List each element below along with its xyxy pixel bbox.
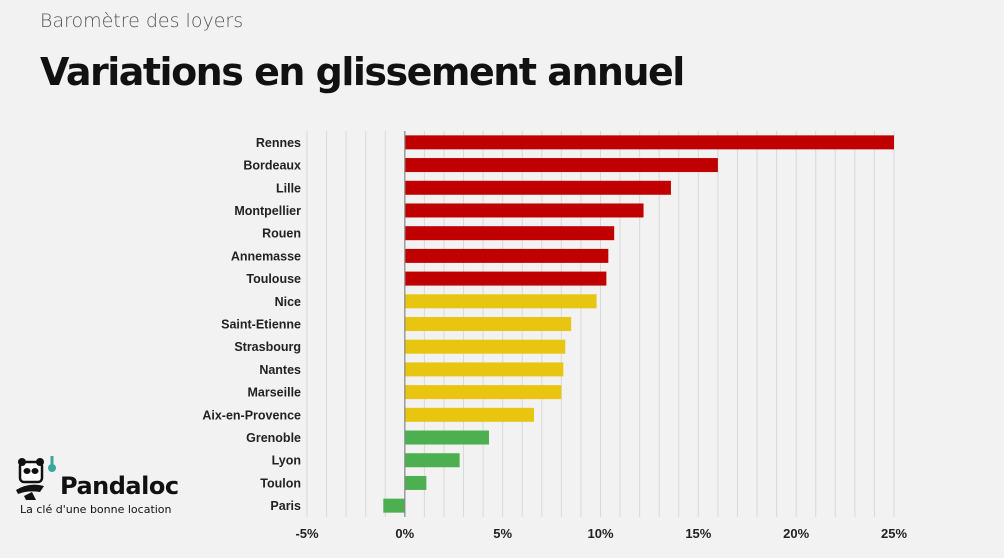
category-label: Lille xyxy=(276,181,301,195)
category-label: Grenoble xyxy=(246,431,301,445)
category-label: Annemasse xyxy=(231,249,301,263)
bar-annemasse xyxy=(404,248,609,263)
bar-strasbourg xyxy=(404,339,566,354)
brand-tagline: La clé d'une bonne location xyxy=(20,503,172,516)
bar-aix-en-provence xyxy=(404,407,534,422)
panda-logo-icon xyxy=(16,456,56,500)
bar-marseille xyxy=(404,385,562,400)
bar-lyon xyxy=(404,453,460,468)
page-title: Variations en glissement annuel xyxy=(40,50,685,94)
category-label: Lyon xyxy=(272,454,301,468)
category-label: Saint-Etienne xyxy=(221,318,301,332)
bar-saint-etienne xyxy=(404,317,572,331)
category-label: Rennes xyxy=(256,136,301,150)
category-label: Bordeaux xyxy=(243,159,301,173)
tick-label: 0% xyxy=(395,526,414,541)
brand-name: Pandaloc xyxy=(60,472,179,500)
category-label: Marseille xyxy=(247,386,301,400)
tick-label: -5% xyxy=(295,526,319,541)
bar-paris xyxy=(383,498,405,513)
tick-label: 20% xyxy=(783,526,809,541)
bar-nantes xyxy=(404,362,564,377)
bar-toulouse xyxy=(404,271,607,286)
category-label: Nantes xyxy=(259,363,301,377)
category-label: Toulouse xyxy=(246,272,301,286)
bar-bordeaux xyxy=(404,158,718,173)
tick-label: 10% xyxy=(587,526,613,541)
bar-grenoble xyxy=(404,430,489,445)
bar-rennes xyxy=(404,135,894,150)
category-label: Rouen xyxy=(262,227,301,241)
bar-rouen xyxy=(404,226,615,241)
subtitle: Baromètre des loyers xyxy=(40,10,244,32)
bar-lille xyxy=(404,180,671,195)
category-label: Aix-en-Provence xyxy=(202,408,301,422)
bar-nice xyxy=(404,294,597,309)
bar-montpellier xyxy=(404,203,644,218)
category-label: Strasbourg xyxy=(234,340,301,354)
category-label: Montpellier xyxy=(234,204,301,218)
tick-label: 25% xyxy=(881,526,907,541)
tick-label: 15% xyxy=(685,526,711,541)
category-label: Toulon xyxy=(260,476,301,490)
bar-toulon xyxy=(404,475,427,490)
category-label: Paris xyxy=(270,499,301,513)
tick-label: 5% xyxy=(493,526,512,541)
category-label: Nice xyxy=(275,295,301,309)
